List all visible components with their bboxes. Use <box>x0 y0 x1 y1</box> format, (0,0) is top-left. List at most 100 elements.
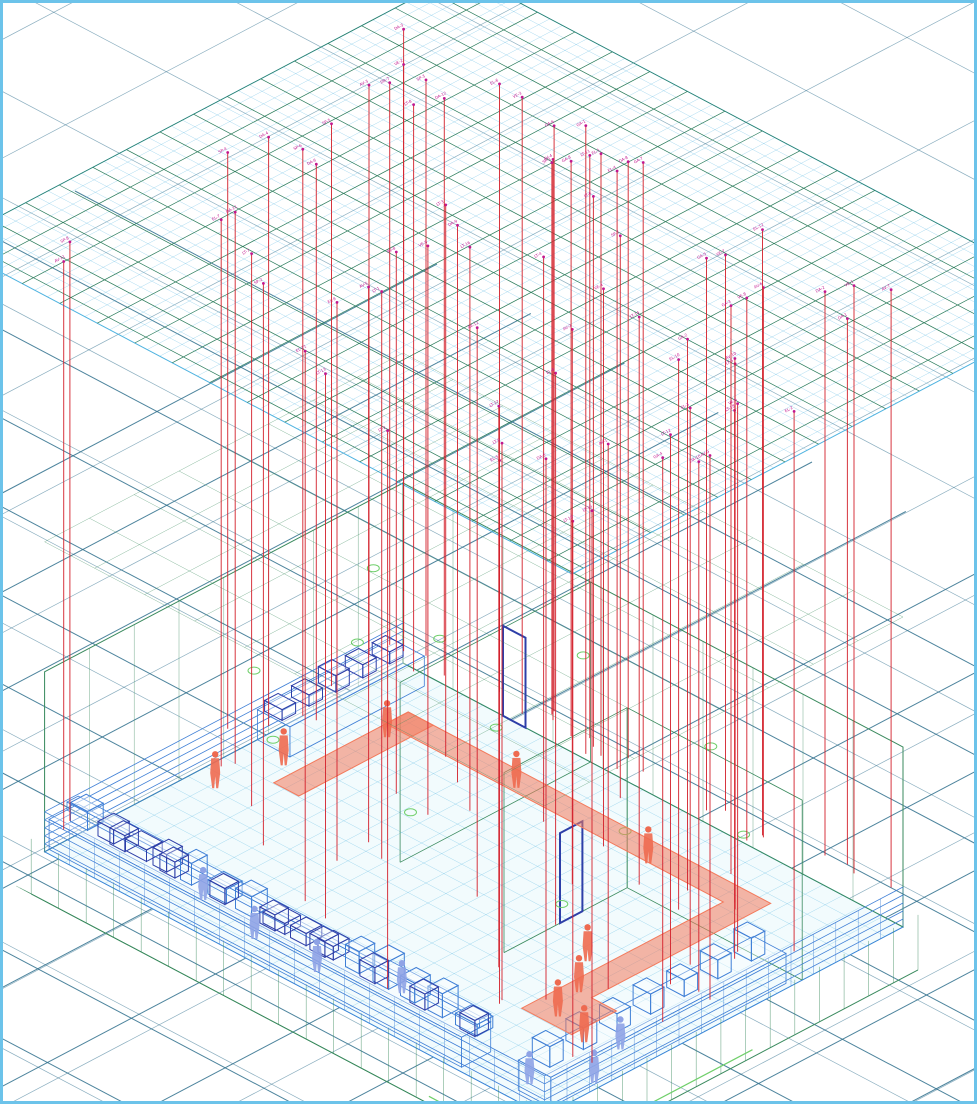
ceiling-grid-line <box>47 190 674 522</box>
person-body <box>249 913 260 939</box>
service-label: LT-16 <box>460 240 472 249</box>
service-label: VE-4 <box>593 282 604 291</box>
perimeter-casework <box>44 622 404 813</box>
floor-grid-line <box>259 738 760 1003</box>
drop-node <box>606 442 610 446</box>
drop-node <box>615 169 619 173</box>
service-label: VE-5 <box>418 239 429 248</box>
service-label: SP-5 <box>321 117 332 126</box>
mid-grid-line <box>134 494 635 759</box>
person-body <box>643 833 654 864</box>
ceiling-grid-major <box>519 3 974 244</box>
equipment-side <box>358 942 376 975</box>
service-label: GA-3 <box>721 298 732 307</box>
ground-grid-line <box>3 241 974 755</box>
ceiling-grid-major <box>227 96 853 427</box>
ceiling-grid-line <box>430 3 974 291</box>
service-label: EL-1 <box>591 147 601 156</box>
person-body <box>579 1012 590 1043</box>
drop-node <box>852 284 856 287</box>
chair <box>358 952 390 985</box>
equipment-side <box>191 854 208 887</box>
floor-grid-line <box>331 700 832 965</box>
equipment <box>317 658 351 693</box>
ground-grid-line <box>3 3 748 396</box>
drop-node <box>262 282 265 285</box>
drop-node <box>542 255 545 259</box>
perimeter-casework <box>44 654 404 845</box>
equipment <box>124 830 164 863</box>
ceiling-grid-line <box>407 3 974 302</box>
service-label: AV-9 <box>700 449 711 458</box>
service-label: SP-2 <box>253 277 264 286</box>
service-label: LT-12 <box>660 427 672 436</box>
service-label: LT-4 <box>533 251 543 259</box>
equipment-side <box>281 701 297 722</box>
service-label: DA-11 <box>225 204 239 214</box>
floor-grid-line <box>134 804 635 1069</box>
person-body <box>574 962 584 993</box>
ceiling-grid-line <box>3 226 618 551</box>
person-head <box>591 1049 598 1057</box>
drop-node <box>468 245 472 249</box>
service-label: EL-9 <box>327 296 337 305</box>
person-figure <box>249 905 260 939</box>
perimeter-casework <box>44 851 518 1101</box>
ground-grid-line <box>639 3 974 180</box>
person-body <box>278 735 289 766</box>
ceiling-grid-major <box>509 296 974 542</box>
person-body <box>198 874 209 901</box>
drop-node <box>733 357 737 360</box>
mid-grid-line <box>89 517 590 783</box>
ground-grid <box>3 3 974 1101</box>
equipment-side <box>335 667 350 693</box>
service-label: EL-12 <box>752 222 765 232</box>
equipment-side <box>750 930 766 962</box>
ceiling-grid-major <box>3 261 584 569</box>
person-figure <box>589 1049 600 1083</box>
service-label: AV-6 <box>753 281 764 290</box>
drop-node <box>590 509 594 513</box>
equipment-side <box>146 840 163 863</box>
equipment-side <box>441 984 459 1019</box>
person-body <box>552 986 563 1017</box>
light-fixture <box>404 808 417 817</box>
drop-node <box>324 372 327 376</box>
service-label: LT-1 <box>371 285 381 293</box>
drop-node <box>641 161 645 164</box>
side-bench-side <box>550 952 787 1101</box>
back-bench-side <box>289 655 425 758</box>
service-label: AV-10 <box>725 350 738 360</box>
ground-grid-line <box>3 197 974 712</box>
base-outline <box>668 969 919 1101</box>
service-drops <box>62 27 893 1063</box>
ceiling-grid-major <box>134 71 651 344</box>
service-label: LT-18 <box>724 403 736 412</box>
drop-node <box>233 210 237 214</box>
drop-node <box>889 288 893 292</box>
chair-side <box>274 906 289 932</box>
ceiling-grid-major <box>547 335 974 562</box>
service-label: DA-10 <box>688 453 702 463</box>
service-label: SP-8 <box>60 235 71 244</box>
ceiling-grid-line <box>283 66 909 398</box>
ceiling-grid-line <box>148 137 774 468</box>
light-fixture <box>350 638 364 647</box>
service-label: EL-6 <box>489 77 499 86</box>
drop-node <box>426 244 430 248</box>
service-label: LT-13 <box>315 366 327 375</box>
drop-node <box>588 154 592 157</box>
mid-grid-line <box>223 447 724 712</box>
ceiling-grid-major <box>3 225 618 551</box>
person-figure <box>579 1004 590 1043</box>
person-head <box>581 1004 588 1012</box>
drop-node <box>380 290 384 293</box>
drop-node <box>661 456 665 460</box>
equipment <box>732 921 766 962</box>
drop-node <box>442 97 446 100</box>
drop-node <box>498 82 501 86</box>
floor-grid-line <box>62 842 553 1101</box>
ceiling-grid-line <box>3 214 629 545</box>
chair-side <box>224 880 239 906</box>
drop-node <box>456 223 459 227</box>
